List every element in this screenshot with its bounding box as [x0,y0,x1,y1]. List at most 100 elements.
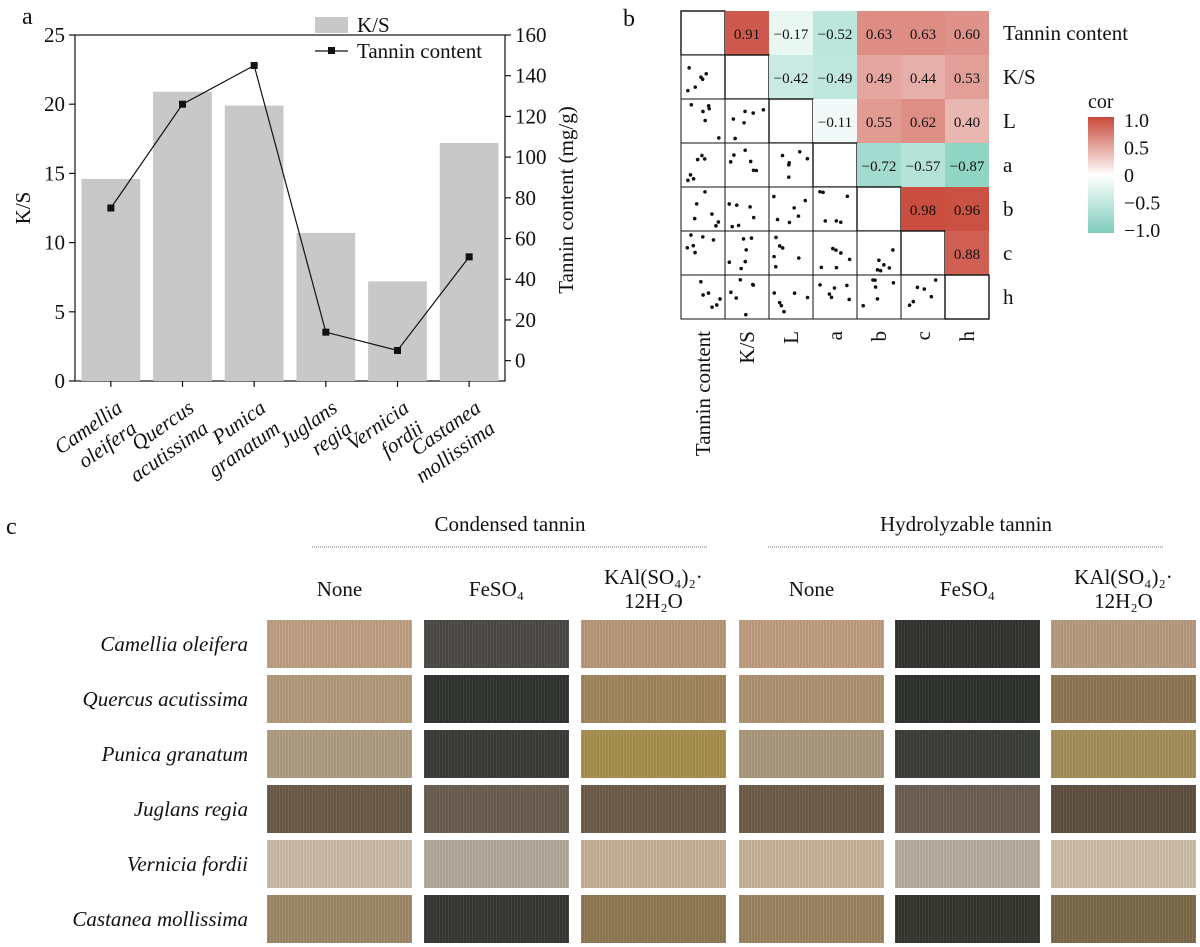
y-tick-label: 5 [55,300,66,324]
ks-bars [81,91,499,382]
corr-cell [857,143,901,187]
scatter-cell [856,230,902,276]
scatter-dot [739,266,743,271]
fabric-swatch [1051,620,1196,668]
scatter-dot [685,246,690,250]
scatter-dot [882,263,886,267]
colorbar-gradient [1088,117,1114,233]
scatter-dot [792,206,796,210]
scatter-dot [777,300,782,305]
scatter-dot [803,198,808,203]
scatter-cell [680,274,726,320]
corr-cell [813,11,857,55]
diagonal-cell [680,10,726,56]
y2-tick-label: 40 [515,267,536,291]
scatter-dot [706,291,711,295]
y2-tick-label: 60 [515,227,536,251]
tannin-polyline [110,64,470,352]
y2-tick-label: 80 [515,186,536,210]
tannin-point [465,253,473,261]
scatter-cell [680,186,726,232]
left-axis-ticks: 0 5 10 15 20 25 [44,23,75,393]
fabric-swatch [895,730,1040,778]
fabric-swatch [581,730,726,778]
corr-value: −0.42 [774,71,809,87]
y-tick-label: 25 [44,23,65,47]
colorbar-tick-label: −1.0 [1124,220,1160,242]
scatter-dot [710,212,714,216]
fabric-swatch [581,785,726,833]
y2-tick-label: 140 [515,64,547,88]
scatter-cell [724,230,770,276]
scatter-dot [797,149,802,154]
scatter-dot [707,106,711,111]
fabric-swatch [895,840,1040,888]
scatter-dot [710,305,714,309]
heatmap-row-label: a [1003,153,1013,177]
scatter-dot [741,237,746,241]
fabric-swatch [895,785,1040,833]
scatter-dot [751,215,756,220]
fabric-swatch [424,785,569,833]
scatter-dot [877,258,881,263]
scatter-dot [704,71,709,76]
y2-tick-label: 100 [515,145,547,169]
scatter-dot [699,279,703,284]
scatter-dot [915,285,920,290]
heatmap-row-label: b [1003,197,1014,221]
scatter-dot [805,295,810,300]
scatter-dot [805,156,810,161]
scatter-dot [733,136,737,141]
scatter-dot [782,309,786,314]
species-row-label: Camellia oleifera [100,632,248,656]
y2-tick-label: 160 [515,23,547,47]
heatmap-row-label: L [1003,109,1016,133]
scatter-dot [702,157,707,161]
scatter-dot [736,223,741,228]
corr-cell [945,231,989,275]
fabric-swatch [581,620,726,668]
scatter-dot [718,297,722,301]
scatter-dot [873,278,877,282]
scatter-cell [812,186,858,232]
corr-cell [857,55,901,99]
corr-value: −0.57 [906,159,941,175]
fabric-swatch [424,620,569,668]
scatter-dot [875,268,880,272]
scatter-dot [686,178,690,183]
scatter-dot [754,168,759,173]
corr-value: 0.63 [910,27,936,43]
legend-ks: K/S [357,13,390,37]
scatter-dot [716,220,721,224]
species-row-label: Vernicia fordii [126,852,248,876]
corr-value: 0.40 [954,115,980,131]
scatter-dot [775,217,780,222]
heatmap-row-label: c [1003,241,1012,265]
scatter-dot [831,246,835,251]
ks-bar [224,105,284,382]
fabric-swatch [267,675,412,723]
scatter-dot [761,108,766,112]
scatter-dot [734,296,739,300]
scatter-dot [829,295,834,300]
heatmap-col-label: h [955,331,979,342]
diagonal-cell [856,186,902,232]
corr-value: −0.52 [818,27,853,43]
corr-value: 0.88 [954,247,980,263]
corr-value: −0.17 [774,27,809,43]
scatter-dot [773,264,778,269]
corr-cell [813,55,857,99]
scatter-dot [748,205,752,209]
scatter-dot [714,224,718,228]
scatter-dot [706,103,711,108]
scatter-dot [717,136,721,140]
scatter-dot [693,250,697,255]
scatter-dot [839,251,843,255]
scatter-dot [821,190,825,195]
fabric-swatch [895,675,1040,723]
scatter-dot [693,85,698,89]
scatter-dot [714,303,719,307]
corr-cell [769,55,813,99]
correlation-heatmap: 0.91 −0.17 −0.52 0.63 0.63 0.60 −0.42 −0.49 0.49… [680,10,1128,456]
